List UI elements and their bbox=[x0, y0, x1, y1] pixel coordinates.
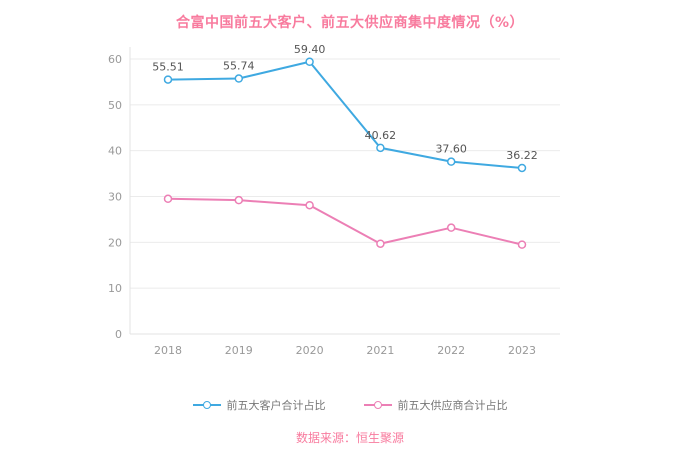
y-tick-label: 40 bbox=[108, 145, 122, 158]
y-tick-label: 50 bbox=[108, 99, 122, 112]
data-label: 55.74 bbox=[223, 60, 255, 73]
x-tick-label: 2020 bbox=[296, 344, 324, 357]
data-label: 59.40 bbox=[294, 43, 326, 56]
data-label: 55.51 bbox=[152, 61, 184, 74]
data-point bbox=[376, 143, 385, 153]
data-source-note: 数据来源：恒生聚源 bbox=[295, 431, 404, 445]
data-point bbox=[163, 194, 173, 204]
y-tick-label: 0 bbox=[115, 328, 122, 341]
data-label: 36.22 bbox=[506, 149, 538, 162]
line-chart: 0 10 20 30 40 50 60 2018 2019 2020 2021 2022 2023 55.… bbox=[108, 43, 560, 357]
data-point bbox=[305, 200, 314, 210]
x-tick-label: 2018 bbox=[154, 344, 182, 357]
x-tick-label: 2022 bbox=[437, 344, 465, 357]
legend-label-suppliers: 前五大供应商合计占比 bbox=[397, 399, 508, 412]
y-tick-label: 60 bbox=[108, 53, 122, 66]
y-tick-label: 20 bbox=[108, 236, 122, 249]
x-tick-label: 2021 bbox=[366, 344, 394, 357]
x-tick-label: 2023 bbox=[508, 344, 536, 357]
series-line bbox=[167, 197, 523, 246]
data-point bbox=[517, 163, 527, 173]
data-point bbox=[376, 239, 385, 248]
data-label: 37.60 bbox=[435, 143, 467, 156]
supplier-series-marker-icon bbox=[363, 400, 392, 410]
data-label: 40.62 bbox=[365, 129, 397, 142]
data-point bbox=[305, 57, 314, 66]
data-point bbox=[234, 74, 244, 83]
x-tick-label: 2019 bbox=[225, 344, 253, 357]
series-line bbox=[167, 60, 523, 169]
y-tick-label: 30 bbox=[108, 191, 122, 204]
customer-series-marker-icon bbox=[192, 400, 221, 410]
chart-title: 合富中国前五大客户、前五大供应商集中度情况（%） bbox=[175, 15, 525, 31]
legend-label-customers: 前五大客户合计占比 bbox=[226, 399, 326, 412]
data-point bbox=[446, 223, 456, 232]
y-tick-label: 10 bbox=[108, 282, 122, 295]
data-point bbox=[446, 157, 456, 166]
chart-area: 0 10 20 30 40 50 60 2018 2019 2020 2021 2022 2023 55.… bbox=[0, 34, 700, 369]
legend-item-customers[interactable]: 前五大客户合计占比 bbox=[192, 397, 326, 413]
legend: 前五大客户合计占比 前五大供应商合计占比 bbox=[0, 397, 700, 413]
data-point bbox=[517, 240, 527, 249]
data-point bbox=[234, 195, 244, 205]
legend-item-suppliers[interactable]: 前五大供应商合计占比 bbox=[363, 397, 508, 413]
data-point bbox=[163, 75, 173, 84]
